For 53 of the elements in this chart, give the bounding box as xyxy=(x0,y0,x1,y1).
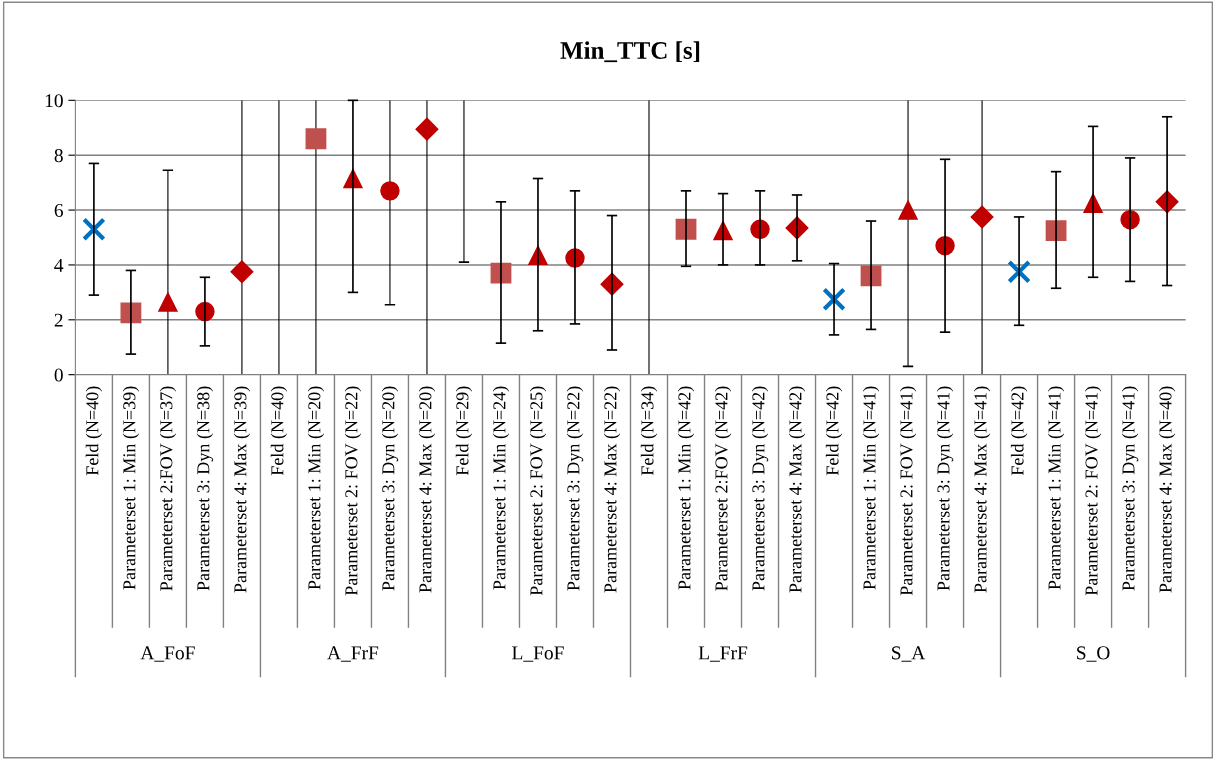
x-tick-label: Parameterset 2: FOV (N=25) xyxy=(529,386,547,596)
text: S_A xyxy=(892,646,926,662)
point xyxy=(158,292,178,312)
x-tick-label: Feld (N=40) xyxy=(270,386,288,476)
text: L_FrF xyxy=(698,646,748,662)
x-tick-label: Parameterset 3: Dyn (N=41) xyxy=(1121,386,1139,591)
point xyxy=(415,117,439,141)
point xyxy=(822,287,846,312)
x-tick-label: Parameterset 4: Max (N=42) xyxy=(788,386,806,593)
x-tick-label: Parameterset 3: Dyn (N=22) xyxy=(566,386,584,591)
y-tick-label: 8 xyxy=(54,149,63,163)
x-tick-label: Parameterset 1: Min (N=39) xyxy=(122,386,140,590)
x-tick-label: Feld (N=34) xyxy=(640,386,658,476)
x-tick-label: Parameterset 1: Min (N=41) xyxy=(1047,386,1065,590)
x-tick-label: Parameterset 4: Max (N=22) xyxy=(603,386,621,593)
x-tick-label: Parameterset 1: Min (N=20) xyxy=(307,386,325,590)
y-tick-label: 0 xyxy=(54,368,63,382)
x-tick-label: Feld (N=40) xyxy=(85,386,103,476)
y-tick-label: 2 xyxy=(54,313,63,327)
point xyxy=(82,217,106,242)
x-tick-label: Parameterset 4: Max (N=40) xyxy=(1158,386,1176,593)
x-tick-label: Parameterset 4: Max (N=20) xyxy=(418,386,436,593)
x-tick-label: Parameterset 3: Dyn (N=20) xyxy=(381,386,399,591)
y-tick-label: 10 xyxy=(45,94,63,108)
x-tick-label: Parameterset 3: Dyn (N=38) xyxy=(196,386,214,591)
x-tick-label: Parameterset 4: Max (N=39) xyxy=(233,386,251,593)
y-tick-label: 6 xyxy=(54,203,64,217)
chart-title: Min_TTC [s] xyxy=(560,41,700,63)
point xyxy=(1007,259,1031,284)
point xyxy=(898,200,918,220)
point xyxy=(970,205,994,229)
x-tick-label: Parameterset 1: Min (N=41) xyxy=(862,386,880,590)
x-tick-label: Feld (N=42) xyxy=(1010,386,1028,476)
x-tick-label: Feld (N=29) xyxy=(455,386,473,476)
x-tick-label: Parameterset 2: FOV (N=22) xyxy=(344,386,362,596)
x-tick-label: Parameterset 2:FOV (N=37) xyxy=(159,386,177,591)
x-tick-label: Parameterset 4: Max (N=41) xyxy=(973,386,991,593)
x-tick-label: Parameterset 3: Dyn (N=42) xyxy=(751,386,769,591)
text: S_O xyxy=(1077,646,1110,662)
x-tick-label: Parameterset 2: FOV (N=41) xyxy=(1084,386,1102,596)
point xyxy=(305,128,327,150)
point xyxy=(230,260,254,284)
x-tick-label: Feld (N=42) xyxy=(825,386,843,476)
text: A_FrF xyxy=(327,646,379,662)
text: A_FoF xyxy=(140,646,195,662)
x-tick-label: Parameterset 1: Min (N=42) xyxy=(677,386,695,590)
x-tick-label: Parameterset 2:FOV (N=42) xyxy=(714,386,732,591)
point xyxy=(380,181,400,201)
x-tick-label: Parameterset 2: FOV (N=41) xyxy=(899,386,917,596)
text: L_FoF xyxy=(512,646,564,662)
x-tick-label: Parameterset 3: Dyn (N=41) xyxy=(936,386,954,591)
x-tick-label: Parameterset 1: Min (N=24) xyxy=(492,386,510,590)
y-tick-label: 4 xyxy=(54,258,64,272)
